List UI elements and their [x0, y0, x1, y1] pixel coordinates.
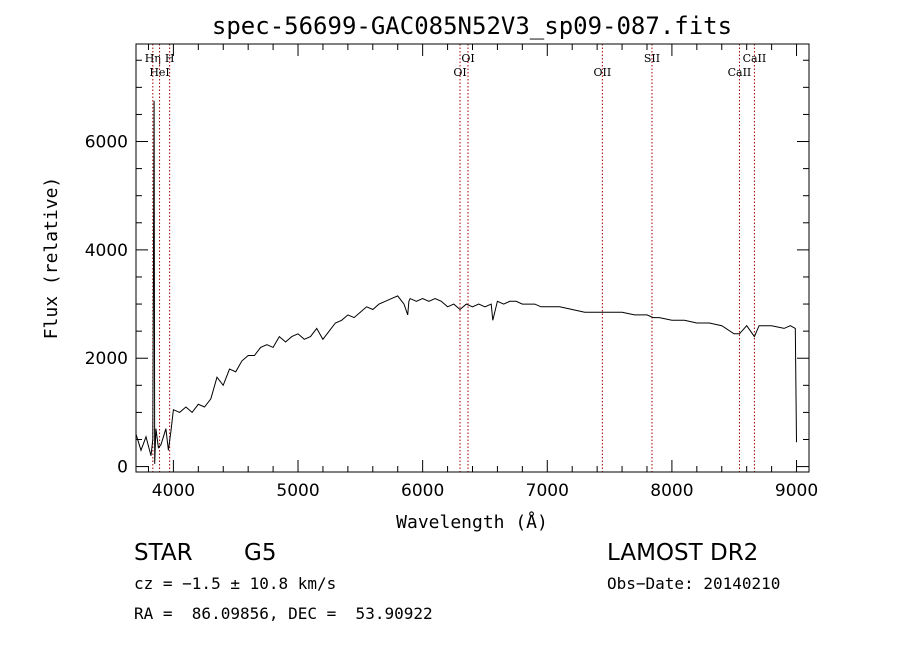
- spectral-line-label: CaII: [728, 66, 752, 79]
- redshift-text: cz = −1.5 ± 10.8 km/s: [134, 574, 337, 593]
- spectral-line-label: CaII: [743, 52, 767, 65]
- spectral-line-label: OI: [461, 52, 474, 65]
- x-tick-label: 4000: [152, 481, 195, 501]
- spectral-line-label: SII: [644, 52, 660, 65]
- spectral-line-label: OI: [453, 66, 466, 79]
- y-axis-label: Flux (relative): [41, 177, 62, 340]
- object-subclass: G5: [244, 540, 277, 566]
- spectral-line-label: HeI: [149, 66, 169, 79]
- x-tick-label: 8000: [650, 481, 693, 501]
- y-tick-label: 4000: [85, 241, 128, 261]
- spectrum-line: [135, 100, 797, 464]
- plot-frame: [135, 43, 810, 473]
- chart-title: spec-56699-GAC085N52V3_sp09-087.fits: [212, 12, 732, 40]
- x-axis-label: Wavelength (Å): [396, 511, 548, 533]
- survey-name: LAMOST DR2: [607, 540, 759, 566]
- obs-date-text: Obs−Date: 20140210: [607, 574, 781, 593]
- spectral-line-label: Hη: [145, 52, 161, 65]
- x-tick-label: 5000: [276, 481, 319, 501]
- object-class: STAR: [134, 540, 193, 566]
- spectral-line-label: H: [165, 52, 175, 65]
- y-tick-label: 2000: [85, 349, 128, 369]
- coordinates-text: RA = 86.09856, DEC = 53.90922: [134, 604, 433, 623]
- y-tick-label: 6000: [85, 133, 128, 153]
- x-tick-label: 9000: [775, 481, 818, 501]
- x-tick-label: 7000: [526, 481, 569, 501]
- spectral-line-label: OII: [594, 66, 612, 79]
- x-tick-label: 6000: [401, 481, 444, 501]
- y-tick-label: 0: [117, 458, 128, 478]
